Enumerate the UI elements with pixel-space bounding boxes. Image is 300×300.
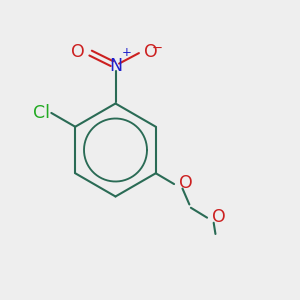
Text: O: O — [178, 175, 192, 193]
Text: O: O — [71, 43, 85, 61]
Text: O: O — [212, 208, 226, 226]
Text: −: − — [152, 42, 163, 55]
Text: O: O — [144, 43, 158, 61]
Text: +: + — [122, 46, 132, 59]
Text: Cl: Cl — [33, 104, 50, 122]
Text: N: N — [109, 57, 122, 75]
